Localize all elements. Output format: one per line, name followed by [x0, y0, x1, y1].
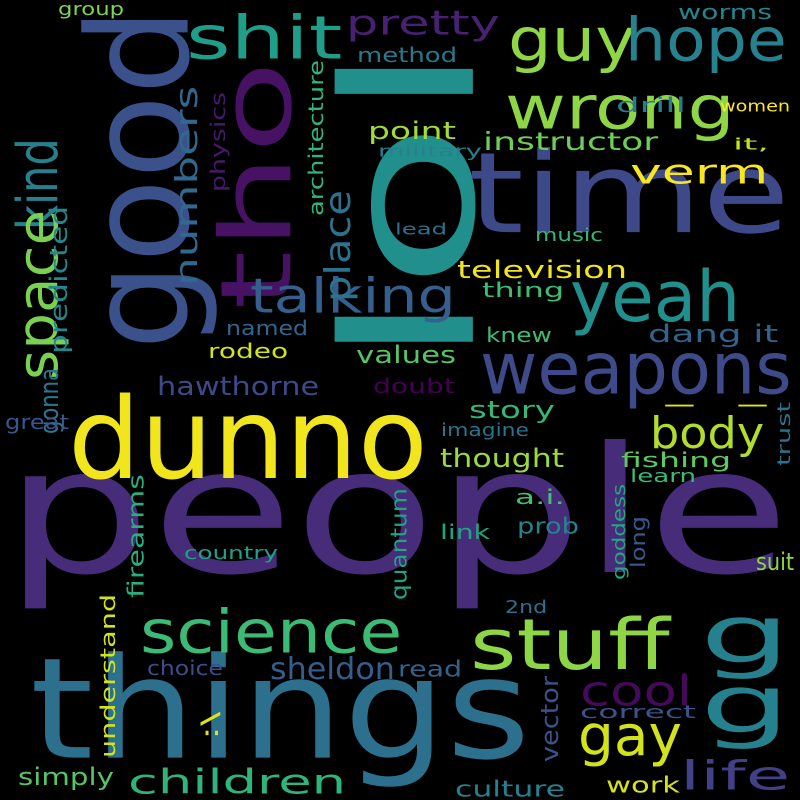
word-children: children	[128, 761, 347, 800]
word-understand: understand	[96, 593, 120, 758]
word-story: story	[469, 395, 555, 424]
word-thought: thought	[440, 442, 565, 474]
word-group: group	[58, 0, 125, 20]
word-it-comma: it,	[733, 134, 769, 154]
word-shit: shit	[186, 2, 343, 73]
word-yeah: yeah	[570, 255, 741, 338]
word-goddess: goddess	[608, 483, 630, 580]
word-suit: suit	[756, 547, 795, 576]
word-learn: learn	[630, 465, 697, 487]
word-drill: drill	[616, 93, 686, 117]
word-trust: trust	[773, 401, 795, 466]
word-music: music	[535, 224, 603, 246]
word-a-i: a.i.	[515, 485, 565, 509]
word-dunno: dunno	[68, 373, 428, 505]
word-colon-emote: :\	[195, 711, 224, 740]
word-firearms: firearms	[123, 474, 149, 598]
word-rodeo: rodeo	[208, 339, 289, 363]
word-body: body	[650, 407, 765, 459]
word-time: time	[468, 127, 790, 259]
word-values: values	[356, 340, 457, 369]
word-correct: correct	[580, 701, 697, 723]
word-guy: guy	[508, 4, 637, 75]
word-stuff: stuff	[470, 603, 670, 686]
word-dang-it: dang it	[648, 319, 779, 348]
word-hope: hope	[625, 4, 787, 75]
word-named: named	[226, 316, 309, 340]
word-vector: vector	[535, 675, 564, 762]
word-work: work	[606, 772, 680, 798]
word-choice: choice	[147, 656, 223, 680]
word-prob: prob	[517, 513, 580, 539]
word-imagine: imagine	[441, 419, 529, 441]
word-pretty: pretty	[346, 2, 500, 43]
word-g-1: g	[700, 587, 791, 682]
word-military: military	[378, 141, 482, 161]
word-verm: verm	[630, 151, 769, 192]
word-read: read	[398, 656, 463, 682]
word-architecture: architecture	[304, 59, 328, 216]
word-g-2: g	[700, 657, 791, 752]
word-knew: knew	[486, 323, 552, 347]
word-predicted: predicted	[44, 205, 73, 354]
word-culture: culture	[455, 776, 566, 800]
word-wrong: wrong	[505, 72, 735, 143]
word-life: life	[680, 752, 791, 800]
word-method: method	[357, 43, 458, 67]
word-country: country	[184, 542, 279, 564]
word-fishing: fishing	[621, 448, 732, 472]
word-point: point	[368, 116, 457, 145]
word-physics: physics	[206, 92, 230, 192]
word-great: great	[5, 410, 70, 434]
word-2nd: 2nd	[505, 596, 548, 618]
word-link: link	[440, 520, 490, 544]
word-dash: - -	[660, 389, 772, 418]
word-sheldon: sheldon	[270, 651, 395, 687]
word-cool: cool	[580, 666, 693, 716]
word-doubt: doubt	[373, 374, 455, 398]
word-women: women	[720, 96, 791, 116]
word-television: television	[457, 255, 628, 284]
word-talking: talking	[250, 267, 456, 324]
word-science: science	[140, 596, 403, 667]
word-gay: gay	[578, 702, 682, 769]
word-simply: simply	[18, 762, 114, 791]
word-hawthorne: hawthorne	[157, 370, 320, 402]
word-lead: lead	[395, 219, 448, 239]
word-worms: worms	[678, 0, 772, 24]
word-numbers: numbers	[169, 85, 205, 286]
word-long: long	[626, 516, 650, 568]
word-thing: thing	[482, 278, 565, 302]
word-things: things	[30, 627, 531, 792]
word-weapons: weapons	[480, 326, 792, 411]
word-instructor: instructor	[483, 126, 659, 156]
word-quantum: quantum	[386, 488, 412, 600]
word-people: people	[4, 409, 790, 614]
